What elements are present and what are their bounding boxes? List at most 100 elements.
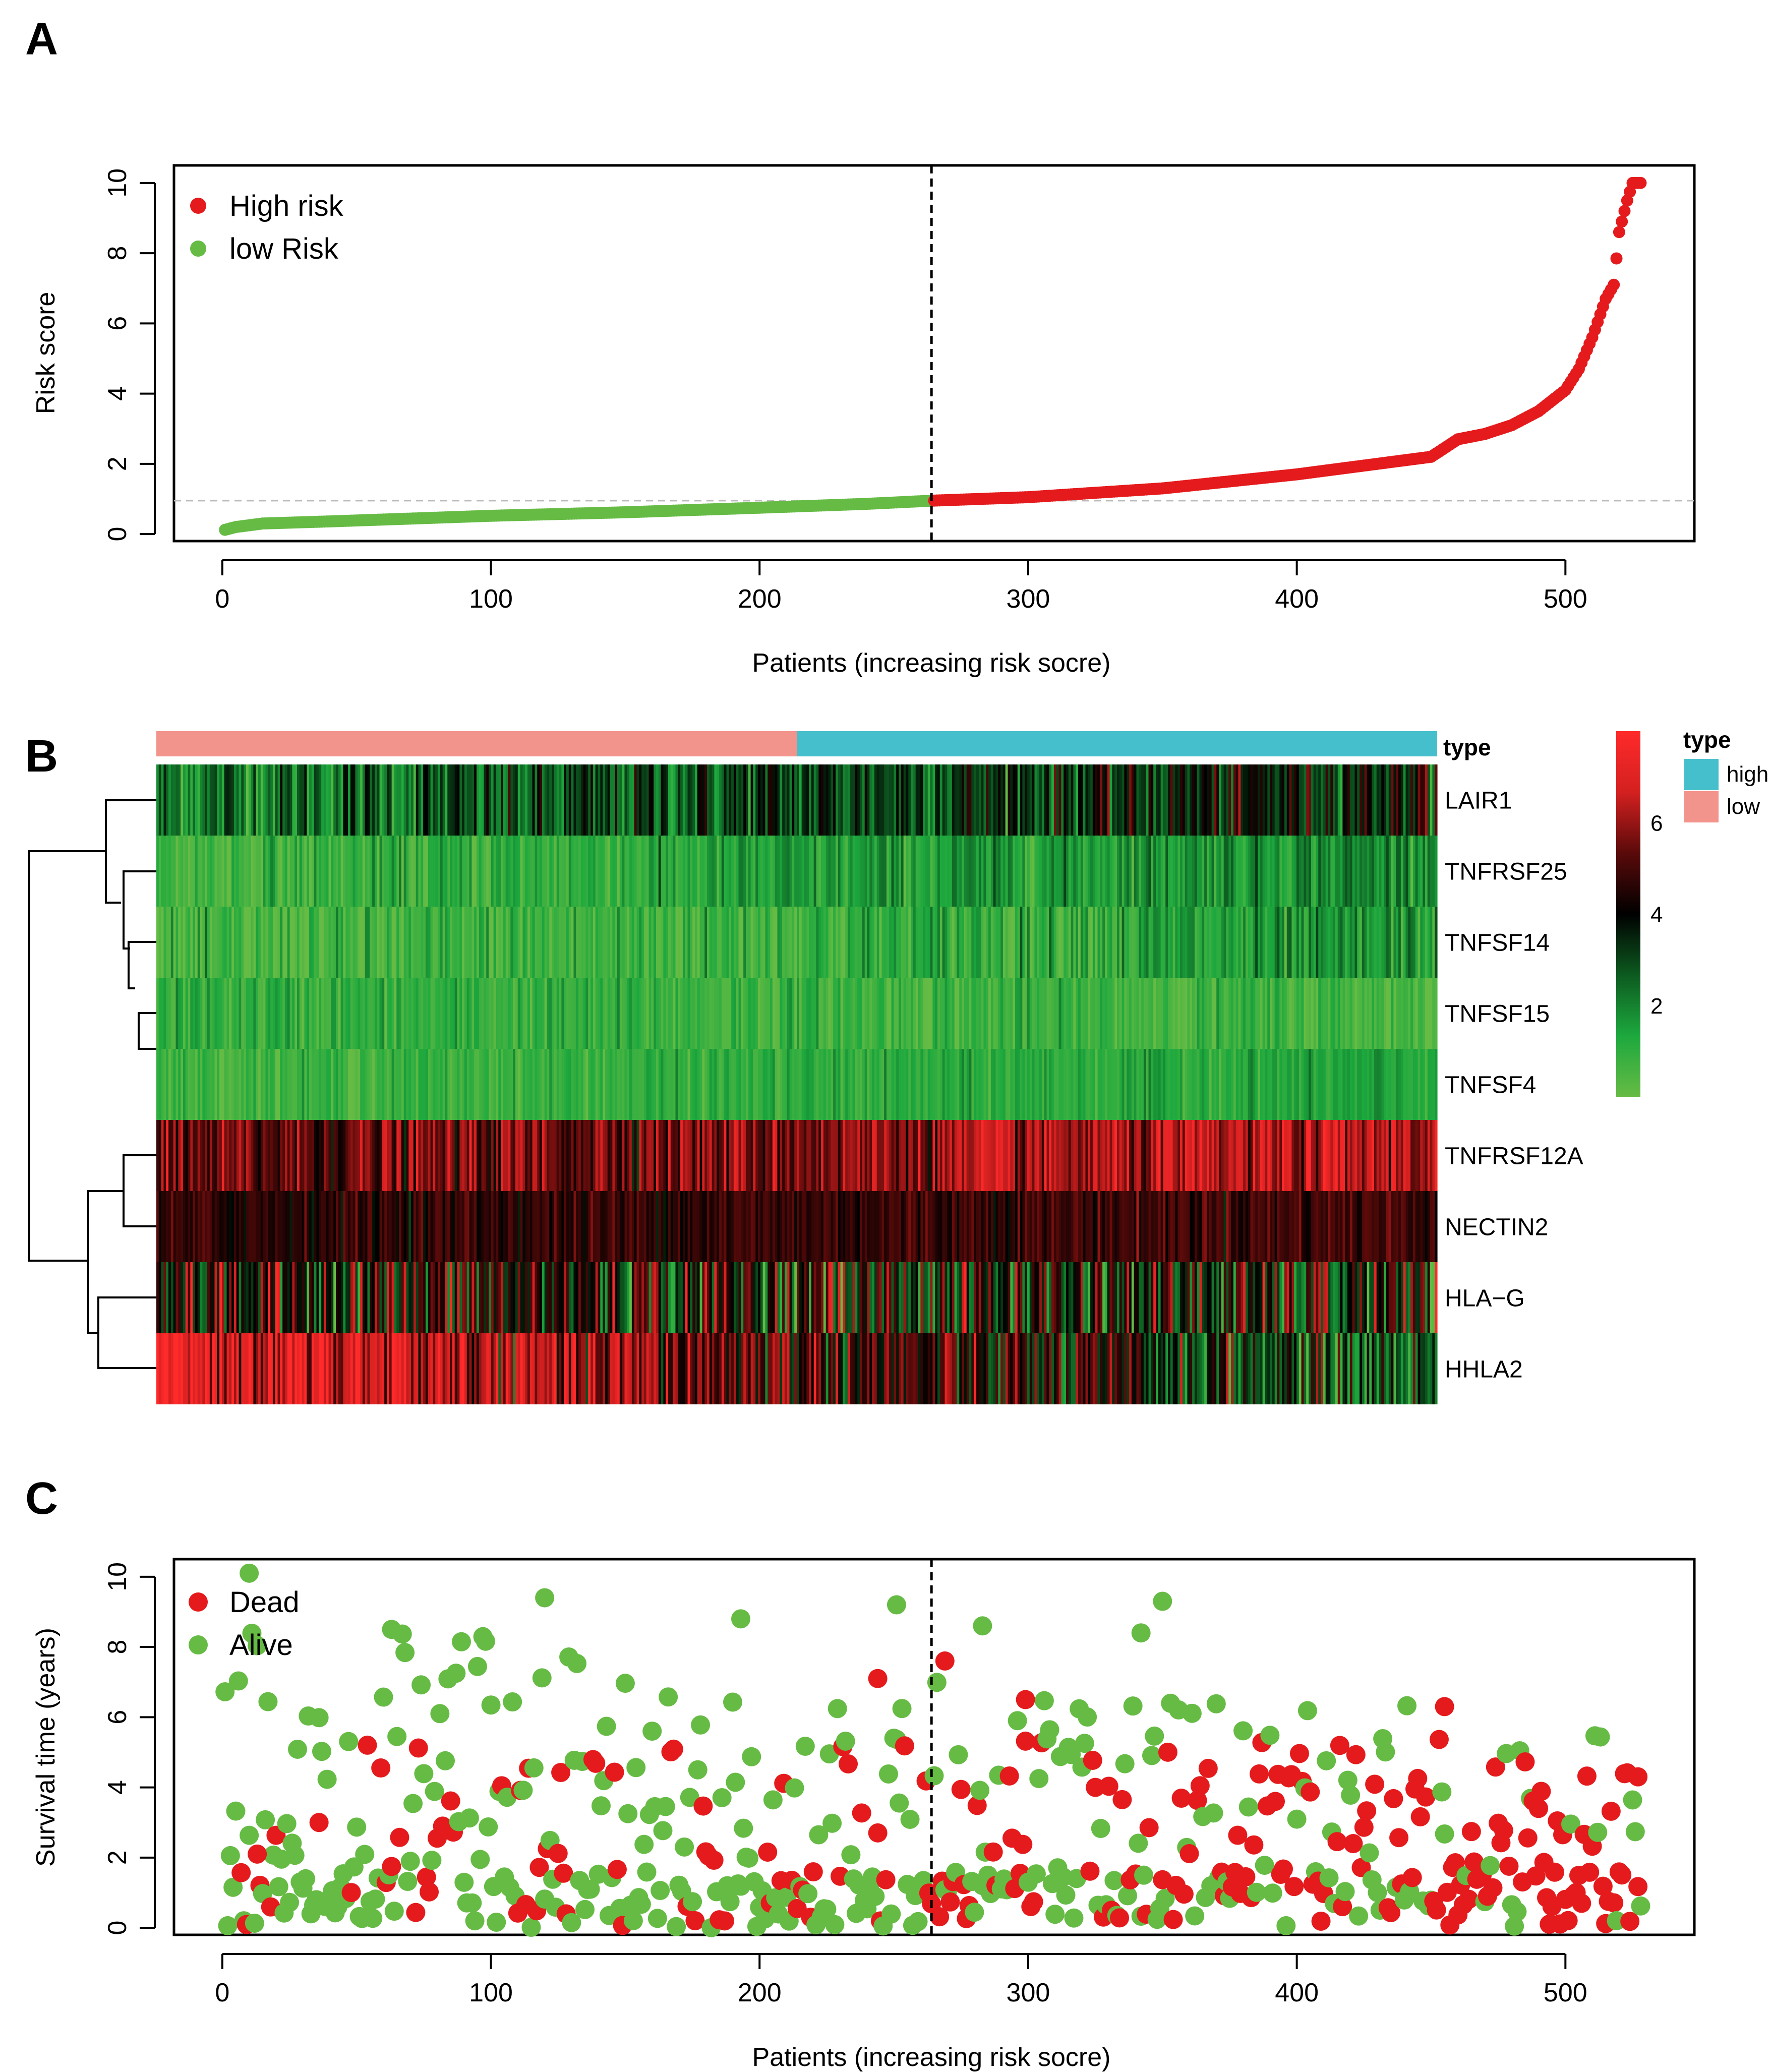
heatmap-cell — [508, 764, 511, 836]
heatmap-cell — [712, 907, 715, 978]
heatmap-cell — [976, 1049, 979, 1120]
heatmap-cell — [1168, 978, 1171, 1049]
heatmap-cell — [1248, 978, 1251, 1049]
heatmap-cell — [848, 1049, 851, 1120]
heatmap-cell — [1396, 1191, 1399, 1262]
heatmap-cell — [1333, 1120, 1336, 1191]
heatmap-cell — [535, 1049, 538, 1120]
heatmap-cell — [193, 836, 196, 907]
heatmap-cell — [1002, 1191, 1006, 1262]
heatmap-cell — [1294, 1120, 1297, 1191]
heatmap-cell — [1073, 1191, 1076, 1262]
heatmap-cell — [1202, 764, 1205, 836]
heatmap-cell — [1427, 764, 1431, 836]
heatmap-cell — [484, 1049, 487, 1120]
heatmap-cell — [709, 836, 713, 907]
heatmap-cell — [248, 764, 252, 836]
heatmap-cell — [867, 907, 870, 978]
heatmap-cell — [542, 978, 545, 1049]
heatmap-cell — [1396, 907, 1399, 978]
heatmap-cell — [1112, 1120, 1115, 1191]
heatmap-cell — [998, 764, 1001, 836]
heatmap-cell — [1243, 1049, 1246, 1120]
legend-marker-low-risk — [190, 241, 206, 257]
heatmap-cell — [833, 978, 836, 1049]
heatmap-cell — [646, 764, 650, 836]
heatmap-cell — [387, 1333, 390, 1404]
heatmap-cell — [908, 1191, 911, 1262]
heatmap-cell — [466, 1333, 470, 1404]
heatmap-cell — [920, 907, 923, 978]
heatmap-cell — [1418, 907, 1421, 978]
heatmap-cell — [282, 1262, 285, 1333]
heatmap-cell — [911, 978, 914, 1049]
heatmap-cell — [775, 978, 778, 1049]
heatmap-cell — [1163, 907, 1166, 978]
heatmap-cell — [425, 1333, 429, 1404]
heatmap-cell — [631, 907, 635, 978]
heatmap-cell — [362, 764, 366, 836]
heatmap-cell — [843, 764, 846, 836]
heatmap-cell — [733, 1120, 737, 1191]
heatmap-cell — [733, 836, 737, 907]
heatmap-cell — [1367, 978, 1370, 1049]
heatmap-cell — [712, 1191, 715, 1262]
heatmap-cell — [272, 1262, 276, 1333]
heatmap-cell — [1279, 764, 1282, 836]
heatmap-cell — [374, 978, 378, 1049]
heatmap-cell — [345, 1262, 348, 1333]
heatmap-cell — [1369, 1191, 1372, 1262]
heatmap-cell — [556, 764, 560, 836]
heatmap-cell — [610, 836, 613, 907]
heatmap-cell — [806, 1191, 809, 1262]
heatmap-cell — [1241, 764, 1244, 836]
heatmap-cell — [923, 1191, 926, 1262]
heatmap-cell — [894, 764, 897, 836]
heatmap-cell — [1316, 1120, 1319, 1191]
heatmap-cell — [1211, 978, 1215, 1049]
heatmap-cell — [704, 978, 707, 1049]
heatmap-cell — [1219, 1191, 1222, 1262]
heatmap-cell — [1187, 907, 1190, 978]
heatmap-cell — [156, 836, 159, 907]
heatmap-cell — [799, 1120, 802, 1191]
heatmap-cell — [1349, 1120, 1353, 1191]
heatmap-cell — [598, 1120, 601, 1191]
heatmap-cell — [418, 1191, 421, 1262]
heatmap-cell — [416, 1120, 419, 1191]
heatmap-cell — [365, 764, 368, 836]
heatmap-cell — [658, 1191, 662, 1262]
heatmap-cell — [874, 764, 877, 836]
heatmap-cell — [867, 1262, 870, 1333]
heatmap-cell — [1367, 836, 1370, 907]
heatmap-cell — [998, 1191, 1001, 1262]
heatmap-cell — [573, 978, 576, 1049]
risk-point-high — [1618, 205, 1631, 217]
heatmap-cell — [1129, 764, 1132, 836]
heatmap-cell — [675, 1191, 678, 1262]
heatmap-cell — [962, 764, 965, 836]
heatmap-cell — [445, 1120, 448, 1191]
heatmap-cell — [1321, 978, 1324, 1049]
heatmap-cell — [498, 978, 501, 1049]
heatmap-cell — [389, 1191, 392, 1262]
heatmap-cell — [1139, 1191, 1142, 1262]
heatmap-cell — [745, 1120, 749, 1191]
heatmap-cell — [903, 836, 907, 907]
heatmap-cell — [340, 764, 344, 836]
heatmap-cell — [850, 978, 853, 1049]
heatmap-cell — [1148, 1120, 1151, 1191]
heatmap-cell — [1107, 1120, 1110, 1191]
heatmap-cell — [1347, 836, 1350, 907]
heatmap-cell — [719, 1049, 722, 1120]
heatmap-cell — [588, 978, 591, 1049]
heatmap-cell — [1214, 1120, 1217, 1191]
heatmap-cell — [1321, 907, 1324, 978]
heatmap-cell — [1253, 764, 1256, 836]
heatmap-cell — [389, 1262, 392, 1333]
heatmap-cell — [777, 1191, 780, 1262]
heatmap-cell — [372, 1120, 375, 1191]
heatmap-cell — [1364, 1120, 1368, 1191]
heatmap-cell — [1034, 1049, 1037, 1120]
heatmap-cell — [1058, 1120, 1061, 1191]
